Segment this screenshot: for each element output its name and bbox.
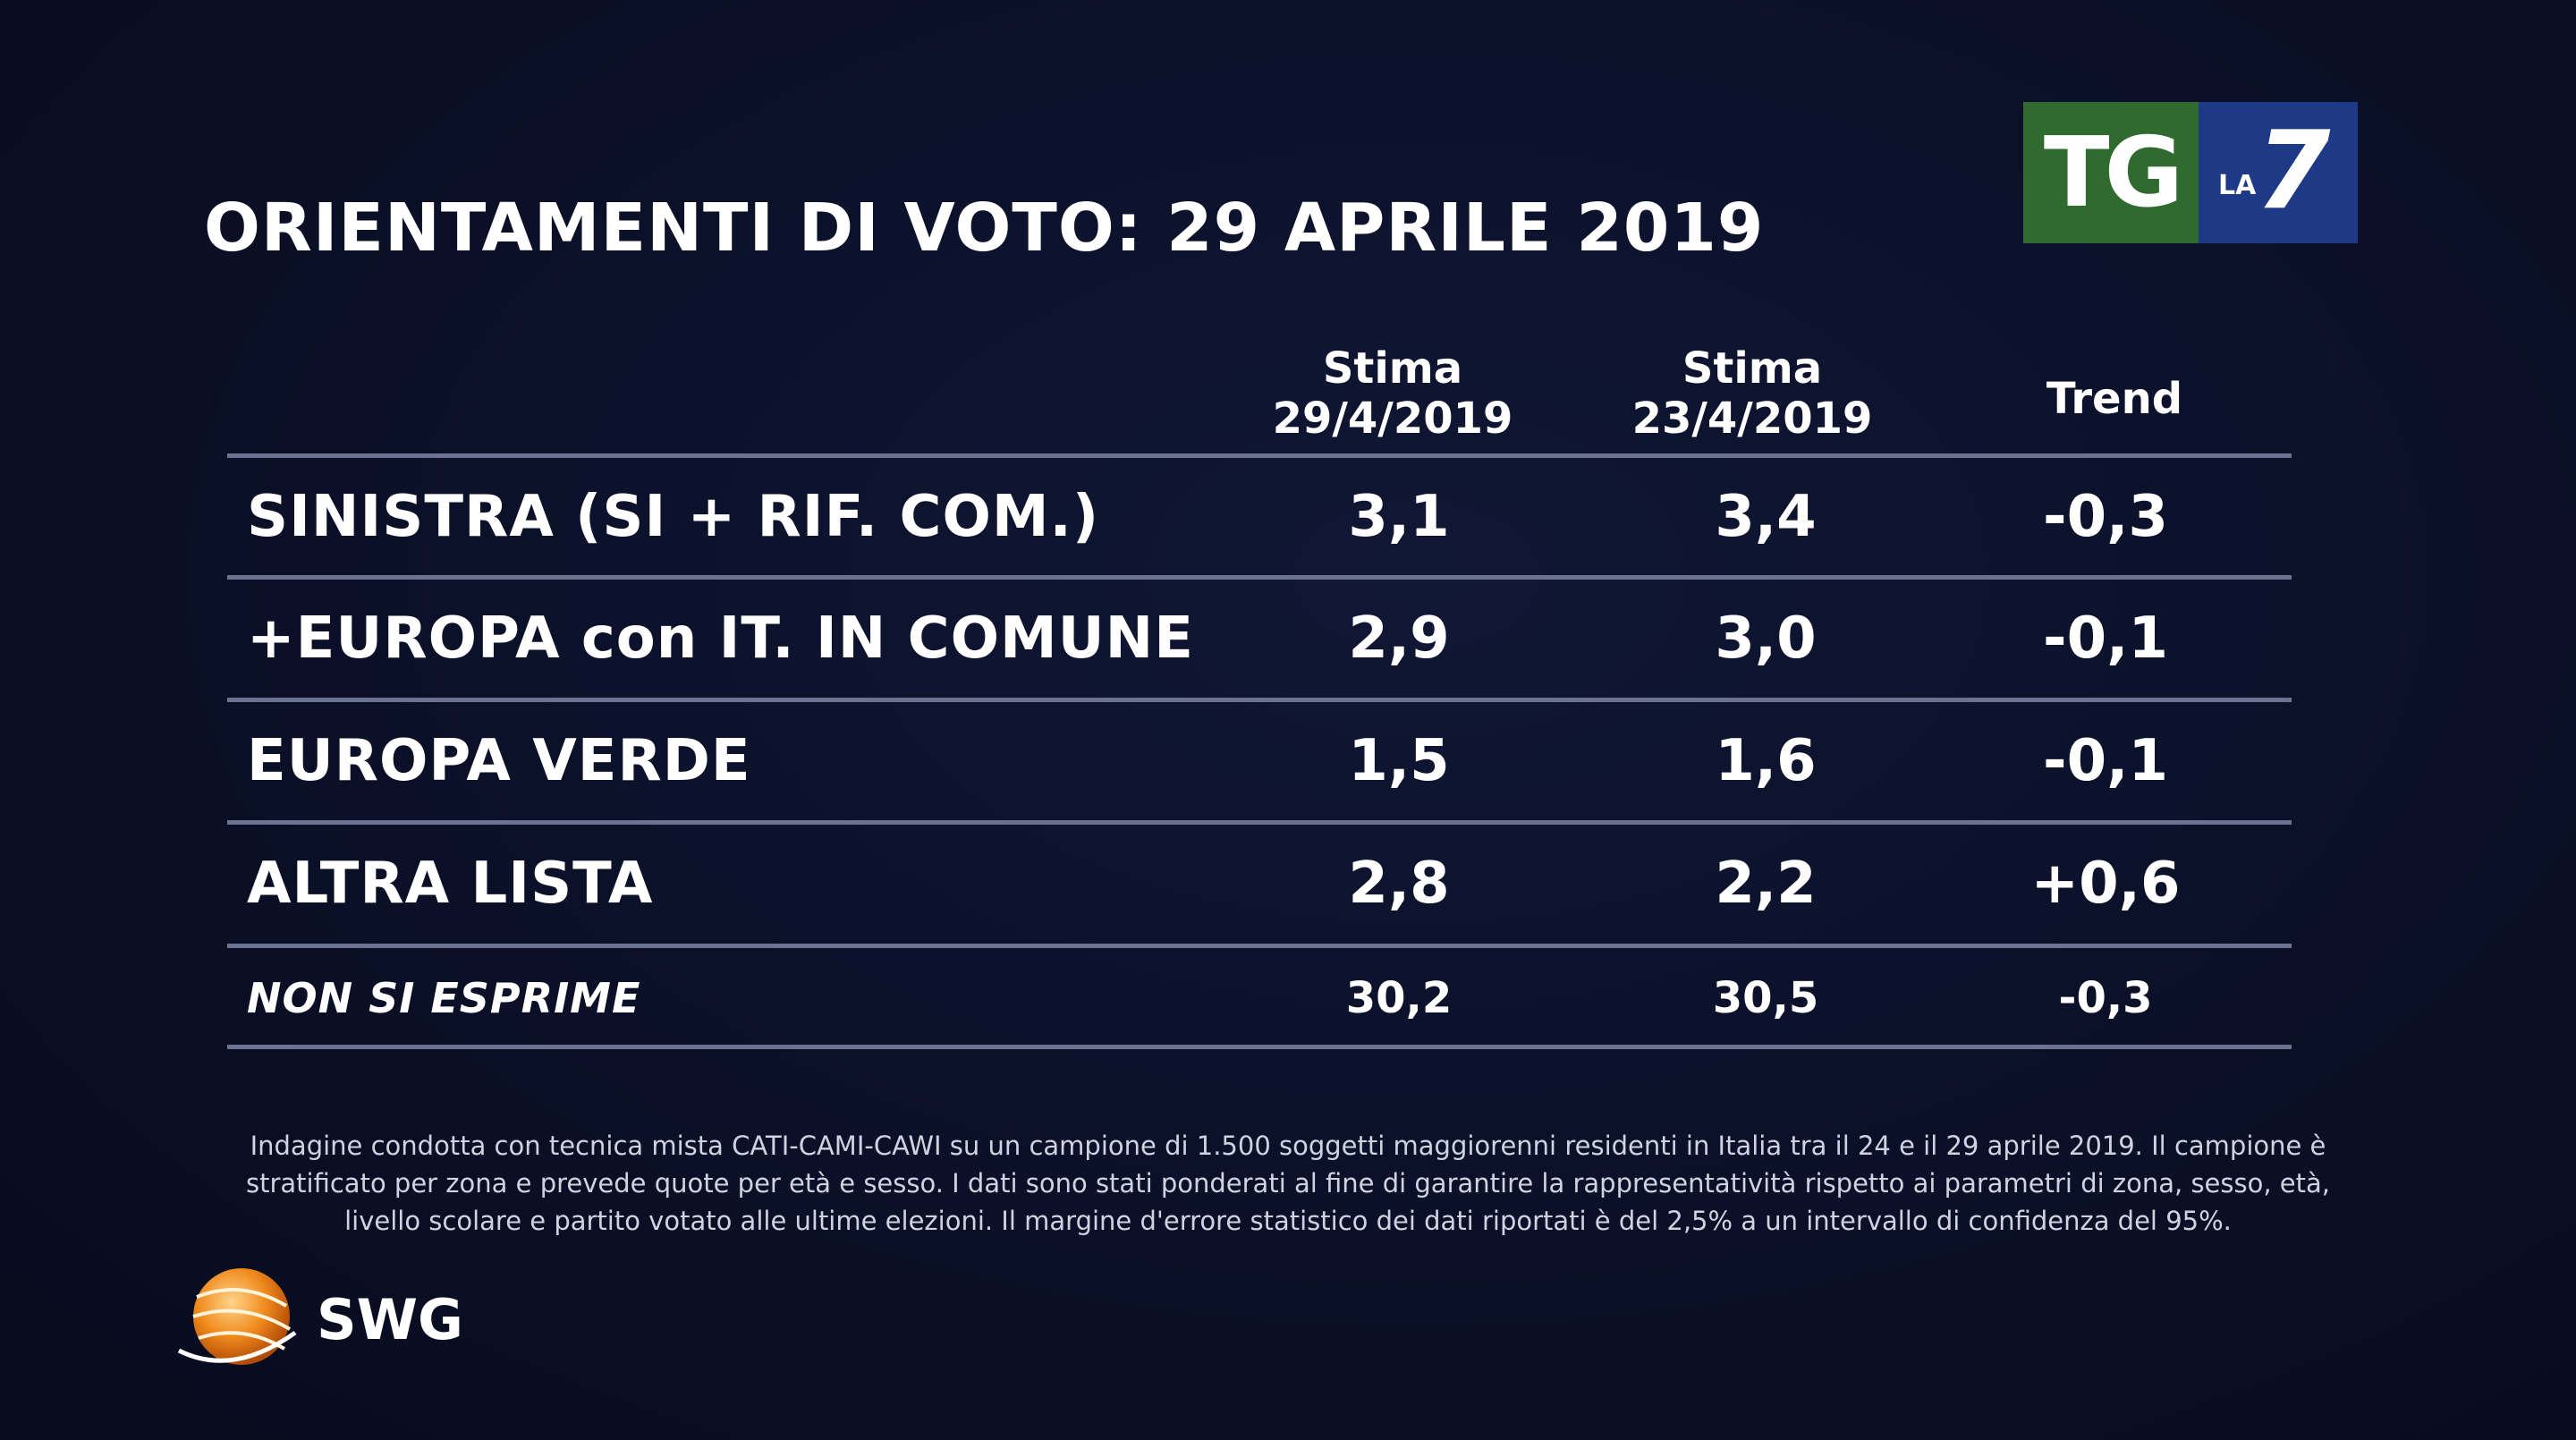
table-row: +EUROPA con IT. IN COMUNE 2,9 3,0 -0,1 (227, 580, 2292, 698)
table-row: EUROPA VERDE 1,5 1,6 -0,1 (227, 702, 2292, 820)
table-row: ALTRA LISTA 2,8 2,2 +0,6 (227, 825, 2292, 943)
column-header-current-line1: Stima (1322, 343, 1463, 394)
tg-la7-logo: TG LA 7 (2023, 102, 2358, 243)
row-value-previous: 3,4 (1715, 484, 1817, 550)
row-value-previous: 1,6 (1715, 728, 1817, 794)
row-value-current: 30,2 (1345, 973, 1453, 1023)
swg-logo: SWG (170, 1261, 463, 1377)
column-header-previous-line2: 23/4/2019 (1631, 394, 1873, 444)
row-label: NON SI ESPRIME (247, 974, 641, 1022)
globe-icon (177, 1268, 297, 1365)
la7-logo-mark: LA 7 (2199, 102, 2358, 243)
row-trend: -0,1 (2043, 606, 2168, 672)
row-trend: -0,3 (2043, 484, 2168, 550)
row-value-previous: 2,2 (1715, 851, 1817, 917)
row-value-current: 3,1 (1348, 484, 1450, 550)
table-rule (227, 575, 2292, 580)
row-label: SINISTRA (SI + RIF. COM.) (247, 484, 1100, 550)
column-header-previous: Stima 23/4/2019 (1591, 343, 1913, 444)
table-rule (227, 820, 2292, 825)
swg-name: SWG (317, 1286, 463, 1352)
row-trend: -0,1 (2043, 728, 2168, 794)
row-label: EUROPA VERDE (247, 728, 751, 794)
row-value-previous: 3,0 (1715, 606, 1817, 672)
table-rule (227, 944, 2292, 948)
table-row: SINISTRA (SI + RIF. COM.) 3,1 3,4 -0,3 (227, 458, 2292, 576)
table-row: NON SI ESPRIME 30,2 30,5 -0,3 (227, 948, 2292, 1066)
table-rule (227, 698, 2292, 702)
row-value-current: 2,9 (1348, 606, 1450, 672)
column-header-current-line2: 29/4/2019 (1272, 394, 1513, 444)
la7-logo-la: LA (2218, 170, 2257, 201)
column-header-trend: Trend (1953, 374, 2275, 424)
page-title: ORIENTAMENTI DI VOTO: 29 APRILE 2019 (204, 190, 1765, 267)
row-label: ALTRA LISTA (247, 851, 654, 917)
row-label: +EUROPA con IT. IN COMUNE (247, 606, 1194, 672)
row-trend: +0,6 (2030, 851, 2181, 917)
tg-logo-mark: TG (2023, 102, 2199, 243)
row-value-previous: 30,5 (1712, 973, 1819, 1023)
column-header-current: Stima 29/4/2019 (1232, 343, 1554, 444)
row-value-current: 2,8 (1348, 851, 1450, 917)
table-rule (227, 453, 2292, 458)
column-header-previous-line1: Stima (1682, 343, 1823, 394)
row-trend: -0,3 (2058, 973, 2153, 1023)
methodology-footnote: Indagine condotta con tecnica mista CATI… (246, 1131, 2330, 1236)
column-header-trend-line1: Trend (2046, 374, 2183, 424)
table-rule (227, 1045, 2292, 1049)
la7-logo-seven: 7 (2256, 109, 2331, 233)
row-value-current: 1,5 (1348, 728, 1450, 794)
